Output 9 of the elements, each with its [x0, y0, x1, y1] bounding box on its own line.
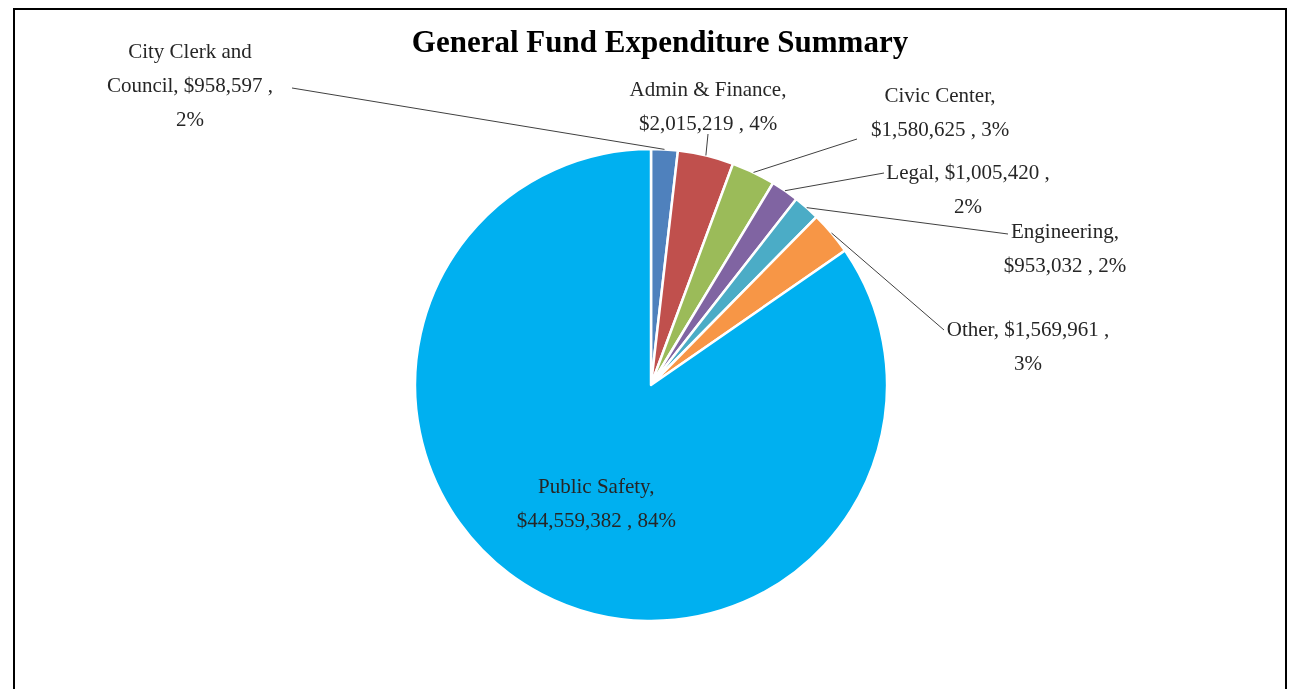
slice-label: Public Safety, $44,559,382 , 84%: [516, 473, 676, 532]
pie-slice: [413, 147, 889, 623]
slice-label: City Clerk and Council, $958,597 , 2%: [106, 39, 274, 131]
slice-label: Other, $1,569,961 , 3%: [946, 317, 1110, 375]
slice-label: Civic Center, $1,580,625 , 3%: [870, 83, 1010, 141]
slice-label: Admin & Finance, $2,015,219 , 4%: [629, 77, 787, 135]
slice-label: Legal, $1,005,420 , 2%: [886, 160, 1050, 218]
chart-title: General Fund Expenditure Summary: [411, 24, 909, 59]
slice-label: Engineering, $953,032 , 2%: [1003, 219, 1127, 277]
